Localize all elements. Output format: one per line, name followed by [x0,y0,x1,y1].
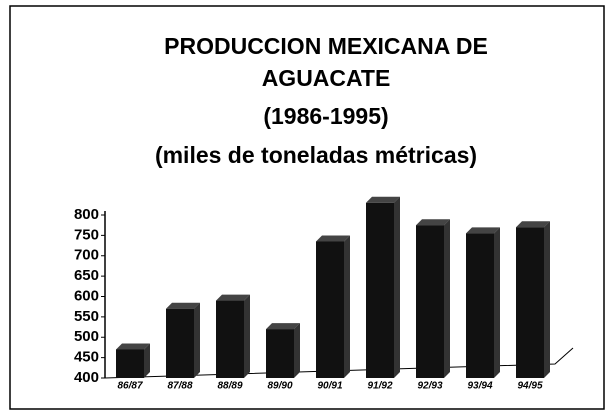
bar-top [116,343,150,350]
bar-top [216,294,250,301]
bar-top [366,196,400,203]
y-tick-label: 700 [74,247,99,264]
bar-top [416,219,450,226]
y-tick-label: 650 [74,267,99,284]
x-tick-label: 92/93 [417,381,442,392]
bar-side [294,323,300,378]
y-tick-label: 550 [74,308,99,325]
bar [416,225,444,378]
bar-side [444,219,450,378]
x-tick-label: 94/95 [517,381,542,392]
bar [516,227,544,378]
x-tick-label: 86/87 [117,381,142,392]
bar-side [244,294,250,378]
x-tick-label: 87/88 [167,381,192,392]
floor [104,347,574,379]
frame [9,5,605,410]
x-tick-label: 89/90 [267,381,292,392]
bar [116,349,144,378]
y-tick-label: 450 [74,349,99,366]
y-tick-label: 500 [74,328,99,345]
y-tick-label: 800 [74,206,99,223]
bar-top [266,323,300,330]
bar-side [394,196,400,378]
chart-title: (miles de toneladas métricas) [155,142,477,168]
chart-title: AGUACATE [262,65,391,91]
bar [466,233,494,378]
bar-side [344,235,350,378]
y-tick-label: 750 [74,226,99,243]
bar-side [144,343,150,378]
y-tick-label: 400 [74,369,99,386]
bar-top [466,227,500,234]
bar-side [194,302,200,378]
bar [316,241,344,378]
x-tick-label: 91/92 [367,381,392,392]
chart-title: PRODUCCION MEXICANA DE [164,33,488,59]
bar [366,202,394,378]
bar [166,308,194,378]
bar [266,329,294,378]
x-tick-label: 90/91 [317,381,342,392]
chart-title: (1986-1995) [263,103,388,129]
bar-top [166,302,200,309]
bar-side [544,221,550,378]
bar-top [516,221,550,228]
y-tick-label: 600 [74,287,99,304]
bar-top [316,235,350,242]
x-tick-label: 93/94 [467,381,492,392]
bar-side [494,227,500,378]
bar [216,300,244,378]
x-tick-label: 88/89 [217,381,242,392]
